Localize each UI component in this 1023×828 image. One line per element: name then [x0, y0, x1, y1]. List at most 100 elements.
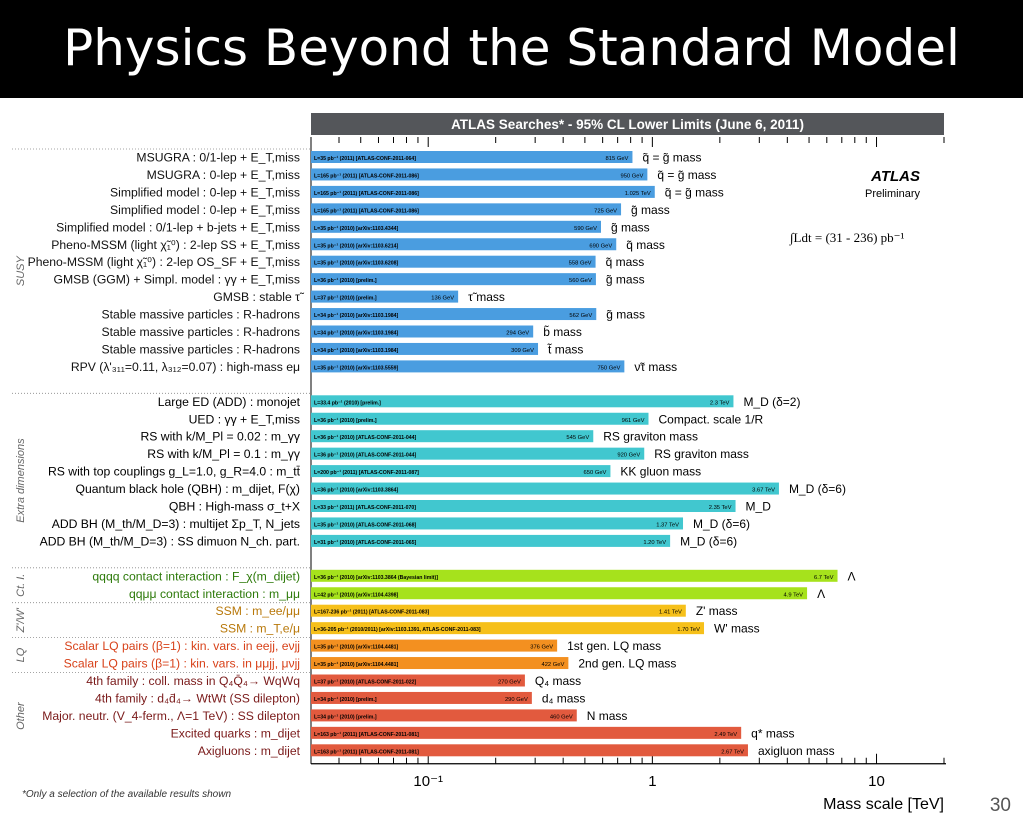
- bar-result-label: b̃ mass: [543, 324, 582, 339]
- row-label: Simplified model : 0/1-lep + b-jets + E_…: [56, 220, 300, 234]
- x-tick-label: 1: [648, 773, 656, 790]
- bar-result-label: 2nd gen. LQ mass: [578, 657, 676, 671]
- bar-info: L=36-205 pb⁻¹ (2010/2011) [arXiv:1103.13…: [314, 627, 481, 633]
- bar-value-label: 460 GeV: [550, 714, 573, 720]
- row-label: Axigluons : m_dijet: [198, 744, 301, 758]
- limit-bar: [311, 308, 597, 321]
- limit-bar: [311, 691, 532, 704]
- row-label: Stable massive particles : R-hadrons: [102, 325, 300, 339]
- limit-bar: [311, 203, 622, 216]
- row-label: QBH : High-mass σ_t+X: [169, 500, 300, 514]
- row-label: Major. neutr. (V_4-ferm., Λ=1 TeV) : SS …: [42, 709, 300, 723]
- chart-title-banner: [311, 113, 944, 135]
- row-label: Pheno-MSSM (light χ̃₁⁰) : 2-lep OS_SF + …: [28, 255, 300, 269]
- limit-bar: [311, 639, 558, 652]
- row-label: Simplified model : 0-lep + E_T,miss: [110, 203, 300, 217]
- limit-bar: [311, 185, 655, 198]
- row-label: 4th family : coll. mass in Q₄Q̄₄→ WqWq: [86, 674, 300, 688]
- bar-result-label: Λ: [848, 569, 856, 583]
- bar-info: L=200 pb⁻¹ (2011) [ATLAS-CONF-2011-087]: [314, 470, 419, 476]
- bar-info: L=36 pb⁻¹ (2010) [arXiv:1103.3864]: [314, 488, 398, 494]
- limit-bar: [311, 709, 577, 722]
- bar-value-label: 376 GeV: [530, 645, 553, 651]
- row-label: RS with top couplings g_L=1.0, g_R=4.0 :…: [48, 465, 301, 479]
- limit-bar: [311, 220, 601, 233]
- row-label: SSM : m_T,e/μ: [220, 622, 300, 636]
- bar-value-label: 750 GeV: [597, 365, 620, 371]
- bar-info: L=34 pb⁻¹ (2010) [prelim.]: [314, 697, 377, 703]
- bar-info: L=33 pb⁻¹ (2011) [ATLAS-CONF-2011-070]: [314, 505, 416, 511]
- chart-title: ATLAS Searches* - 95% CL Lower Limits (J…: [451, 117, 804, 132]
- bar-info: L=37 pb⁻¹ (2010) [ATLAS-CONF-2011-022]: [314, 680, 417, 686]
- row-label: RS with k/M_Pl = 0.02 : m_γγ: [140, 430, 300, 444]
- bar-result-label: M_D (δ=6): [680, 534, 737, 548]
- limit-bar: [311, 465, 611, 478]
- limit-bar: [311, 447, 645, 460]
- bar-info: L=34 pb⁻¹ (2010) [arXiv:1103.1984]: [314, 331, 398, 337]
- row-label: RPV (λ'₃₁₁=0.11, λ₃₁₂=0.07) : high-mass …: [71, 360, 300, 374]
- bar-value-label: 590 GeV: [574, 226, 597, 232]
- bar-value-label: 1.70 TeV: [677, 627, 700, 633]
- bar-result-label: g̃ mass: [606, 308, 645, 322]
- bar-value-label: 270 GeV: [498, 680, 521, 686]
- atlas-logo: ATLAS: [870, 168, 920, 185]
- group-label: LQ: [15, 647, 27, 662]
- row-label: Stable massive particles : R-hadrons: [102, 308, 300, 322]
- bar-result-label: q̃ mass: [626, 238, 665, 252]
- bar-info: L=36 pb⁻¹ (2010) [ATLAS-CONF-2011-044]: [314, 435, 417, 441]
- bar-info: L=163 pb⁻¹ (2011) [ATLAS-CONF-2011-081]: [314, 749, 419, 755]
- slide-title-bar: [0, 0, 1023, 98]
- bar-info: L=35 pb⁻¹ (2011) [ATLAS-CONF-2011-064]: [314, 156, 416, 162]
- limit-bar: [311, 604, 686, 617]
- atlas-preliminary: Preliminary: [865, 188, 921, 200]
- group-label: Ct. I.: [15, 574, 27, 597]
- footnote: *Only a selection of the available resul…: [22, 789, 232, 800]
- bar-info: L=167-236 pb⁻¹ (2011) [ATLAS-CONF-2011-0…: [314, 610, 429, 616]
- x-tick-label: 10⁻¹: [413, 773, 443, 790]
- bar-value-label: 1.37 TeV: [656, 522, 679, 528]
- bar-info: L=35 pb⁻¹ (2010) [arXiv:1104.4481]: [314, 662, 398, 668]
- row-label: SSM : m_ee/μμ: [216, 604, 301, 618]
- row-label: MSUGRA : 0-lep + E_T,miss: [147, 168, 300, 182]
- slide-title: Physics Beyond the Standard Model: [63, 19, 960, 77]
- bar-result-label: g̃ mass: [606, 273, 645, 287]
- row-label: 4th family : d₄d̄₄→ WtWt (SS dilepton): [95, 691, 300, 705]
- bar-result-label: Compact. scale 1/R: [658, 412, 763, 426]
- bar-info: L=35 pb⁻¹ (2010) [arXiv:1103.6214]: [314, 243, 398, 249]
- bar-info: L=36 pb⁻¹ (2010) [prelim.]: [314, 278, 377, 284]
- bar-info: L=34 pb⁻¹ (2010) [prelim.]: [314, 714, 377, 720]
- bar-result-label: RS graviton mass: [654, 447, 749, 461]
- row-label: Large ED (ADD) : monojet: [158, 395, 301, 409]
- bar-result-label: N mass: [587, 709, 628, 723]
- limit-bar: [311, 622, 705, 635]
- group-label: Z'/W': [15, 607, 27, 633]
- limit-bar: [311, 674, 525, 687]
- bar-result-label: axigluon mass: [758, 744, 835, 758]
- bar-result-label: q̃ = g̃ mass: [665, 185, 724, 199]
- group-label: Extra dimensions: [15, 438, 27, 523]
- bar-value-label: 562 GeV: [569, 313, 592, 319]
- bar-result-label: q̃ = g̃ mass: [657, 168, 716, 182]
- bar-value-label: 2.35 TeV: [709, 505, 732, 511]
- row-label: RS with k/M_Pl = 0.1 : m_γγ: [147, 447, 301, 461]
- bar-value-label: 3.67 TeV: [752, 488, 775, 494]
- bar-result-label: M_D: [746, 500, 772, 514]
- bar-value-label: 1.025 TeV: [625, 191, 651, 197]
- bar-result-label: g̃ mass: [631, 203, 670, 217]
- limit-bar: [311, 290, 459, 303]
- bar-result-label: Z' mass: [696, 604, 738, 618]
- row-label: ADD BH (M_th/M_D=3) : multijet Σp_T, N_j…: [52, 517, 300, 531]
- limit-bar: [311, 273, 596, 286]
- bar-info: L=35 pb⁻¹ (2010) [arXiv:1103.5559]: [314, 365, 398, 371]
- bar-result-label: Λ: [817, 587, 825, 601]
- x-tick-label: 10: [868, 773, 885, 790]
- bar-value-label: 309 GeV: [511, 348, 534, 354]
- bar-result-label: W' mass: [714, 622, 760, 636]
- limit-bar: [311, 430, 594, 443]
- bar-info: L=31 pb⁻¹ (2010) [ATLAS-CONF-2011-065]: [314, 540, 417, 546]
- bar-info: L=165 pb⁻¹ (2011) [ATLAS-CONF-2011-086]: [314, 208, 419, 214]
- bar-result-label: τ̃ mass: [468, 290, 505, 304]
- limit-bar: [311, 412, 649, 425]
- bar-info: L=165 pb⁻¹ (2011) [ATLAS-CONF-2011-086]: [314, 173, 419, 179]
